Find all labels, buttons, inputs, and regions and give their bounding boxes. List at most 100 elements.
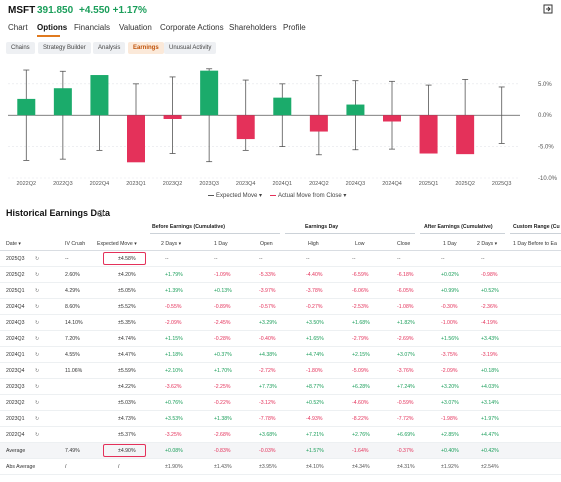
table-cell: -0.40% — [259, 336, 276, 342]
table-cell: -2.09% — [165, 320, 182, 326]
table-cell: -3.76% — [397, 368, 414, 374]
table-cell: -1.98% — [441, 416, 458, 422]
tab-financials[interactable]: Financials — [74, 23, 111, 32]
subtab-analysis[interactable]: Analysis — [93, 42, 126, 54]
table-cell: +0.18% — [481, 368, 499, 374]
table-cell: ±5.37% — [118, 432, 136, 438]
table-row[interactable]: Abs Average / / ±1.90% ±1.43% ±3.95% ±4.10% ±4.… — [0, 459, 561, 475]
table-cell: ±4.10% — [306, 464, 324, 470]
column-headers: Date ▾ IV Crush Expected Move ▾ 2 Days ▾… — [0, 236, 561, 251]
tab-corporate-actions[interactable]: Corporate Actions — [160, 23, 224, 32]
table-cell: -3.78% — [306, 288, 323, 294]
table-cell: +1.39% — [165, 288, 183, 294]
actual-move-bar — [163, 115, 182, 119]
table-row[interactable]: 2024Q2 ↻ 7.20% ±4.74% +1.15% -0.28% -0.40% +1.6… — [0, 331, 561, 347]
table-row[interactable]: 2024Q4 ↻ 8.60% ±5.52% -0.55% -0.89% -0.57% -0.2… — [0, 299, 561, 315]
x-tick-label: 2022Q3 — [53, 181, 73, 187]
table-cell: -0.28% — [214, 336, 231, 342]
table-cell: -- — [165, 256, 169, 262]
table-row[interactable]: 2025Q2 ↻ 2.60% ±4.20% +1.79% -1.09% -5.33% -4.4… — [0, 267, 561, 283]
refresh-icon: ↻ — [35, 288, 40, 294]
subtab-strategy-builder[interactable]: Strategy Builder — [38, 42, 91, 54]
subtab-earnings[interactable]: Earnings — [128, 42, 164, 54]
info-icon[interactable]: i — [97, 210, 104, 217]
table-cell: +2.85% — [441, 432, 459, 438]
table-row[interactable]: 2023Q3 ↻ ±4.22% -3.62% -2.25% +7.73% +8.77% +6.… — [0, 379, 561, 395]
table-row[interactable]: 2023Q2 ↻ ±5.03% +0.76% -0.22% -3.12% +0.52% -4.… — [0, 395, 561, 411]
group-divider — [420, 233, 505, 234]
table-cell: / — [118, 464, 120, 470]
table-cell: +2.76% — [352, 432, 370, 438]
row-date: 2022Q4 — [6, 432, 25, 438]
table-row[interactable]: Average 7.49% ±4.90% +0.08% -0.83% -0.03% +1.5… — [0, 443, 561, 459]
table-cell: +1.70% — [214, 368, 232, 374]
table-cell: ±5.35% — [118, 320, 136, 326]
table-cell: +3.14% — [481, 400, 499, 406]
table-row[interactable]: 2023Q4 ↻ 11.06% ±5.59% +2.10% +1.70% -2.72% -1.… — [0, 363, 561, 379]
table-cell: 4.55% — [65, 352, 80, 358]
col-date[interactable]: Date ▾ — [6, 241, 21, 247]
tab-chart[interactable]: Chart — [8, 23, 28, 32]
legend-actual-move[interactable]: Actual Move from Close ▾ — [270, 192, 346, 199]
table-cell: -5.33% — [259, 272, 276, 278]
table-row[interactable]: 2024Q3 ↻ 14.10% ±5.35% -2.09% -2.45% +3.29% +3.… — [0, 315, 561, 331]
row-date: 2024Q3 — [6, 320, 25, 326]
table-cell: +1.79% — [165, 272, 183, 278]
col-expected-move[interactable]: Expected Move ▾ — [97, 241, 137, 247]
table-row[interactable]: 2023Q1 ↻ ±4.73% +3.53% +1.38% -7.78% -4.93% -8.… — [0, 411, 561, 427]
tab-shareholders[interactable]: Shareholders — [229, 23, 277, 32]
ticker-symbol: MSFT — [8, 5, 36, 16]
table-cell: +4.74% — [306, 352, 324, 358]
col-close[interactable]: Close — [397, 241, 411, 247]
col-open[interactable]: Open — [260, 241, 273, 247]
y-tick-label: 0.0% — [538, 113, 552, 119]
table-cell: -3.12% — [259, 400, 276, 406]
col-before-2-days-label: 2 Days — [161, 241, 178, 247]
table-cell: -3.97% — [259, 288, 276, 294]
table-cell: -6.05% — [397, 288, 414, 294]
active-tab-indicator — [37, 35, 60, 37]
y-tick-label: 5.0% — [538, 82, 552, 88]
table-row[interactable]: 2022Q4 ↻ ±5.37% -3.25% -2.68% +3.68% +7.21% +2.… — [0, 427, 561, 443]
table-row[interactable]: 2024Q1 ↻ 4.55% ±4.47% +1.18% +0.37% +4.38% +4.7… — [0, 347, 561, 363]
refresh-icon: ↻ — [35, 400, 40, 406]
refresh-icon: ↻ — [35, 384, 40, 390]
col-before-2-days[interactable]: 2 Days ▾ — [161, 241, 181, 247]
table-cell: +0.40% — [441, 448, 459, 454]
table-cell: +6.69% — [397, 432, 415, 438]
tab-valuation[interactable]: Valuation — [119, 23, 152, 32]
table-cell: ±4.73% — [118, 416, 136, 422]
legend-expected-move[interactable]: Expected Move ▾ — [208, 192, 262, 199]
col-after-2-days[interactable]: 2 Days ▾ — [477, 241, 497, 247]
table-cell: +1.57% — [306, 448, 324, 454]
row-date: 2025Q2 — [6, 272, 25, 278]
table-row[interactable]: 2025Q1 ↻ 4.29% ±5.05% +1.39% +0.13% -3.97% -3.7… — [0, 283, 561, 299]
expand-icon[interactable] — [543, 4, 553, 14]
table-cell: +0.37% — [214, 352, 232, 358]
tab-profile[interactable]: Profile — [283, 23, 306, 32]
actual-move-bar — [419, 115, 438, 154]
table-cell: -4.40% — [306, 272, 323, 278]
table-cell: +3.29% — [259, 320, 277, 326]
table-cell: +0.76% — [165, 400, 183, 406]
x-tick-label: 2024Q1 — [272, 181, 292, 187]
tab-options[interactable]: Options — [37, 23, 68, 32]
table-cell: ±4.47% — [118, 352, 136, 358]
subtab-chains[interactable]: Chains — [6, 42, 35, 54]
col-low[interactable]: Low — [355, 241, 365, 247]
subtab-unusual-activity[interactable]: Unusual Activity — [164, 42, 217, 54]
table-cell: +1.15% — [165, 336, 183, 342]
table-cell: ±5.05% — [118, 288, 136, 294]
col-high[interactable]: High — [308, 241, 319, 247]
table-cell: +0.13% — [214, 288, 232, 294]
table-row[interactable]: 2025Q3 ↻ -- ±4.58% -- -- -- -- -- -- -- -- — [0, 251, 561, 267]
sort-icon: ▾ — [16, 241, 22, 247]
col-after-1-day[interactable]: 1 Day — [443, 241, 457, 247]
table-cell: +2.15% — [352, 352, 370, 358]
actual-move-bar — [236, 115, 255, 140]
col-custom-range[interactable]: 1 Day Before to Ea — [513, 241, 557, 247]
col-before-1-day[interactable]: 1 Day — [214, 241, 228, 247]
col-iv-crush[interactable]: IV Crush — [65, 241, 86, 247]
table-cell: ±1.43% — [214, 464, 232, 470]
group-custom-range: Custom Range (Cu — [513, 224, 560, 230]
